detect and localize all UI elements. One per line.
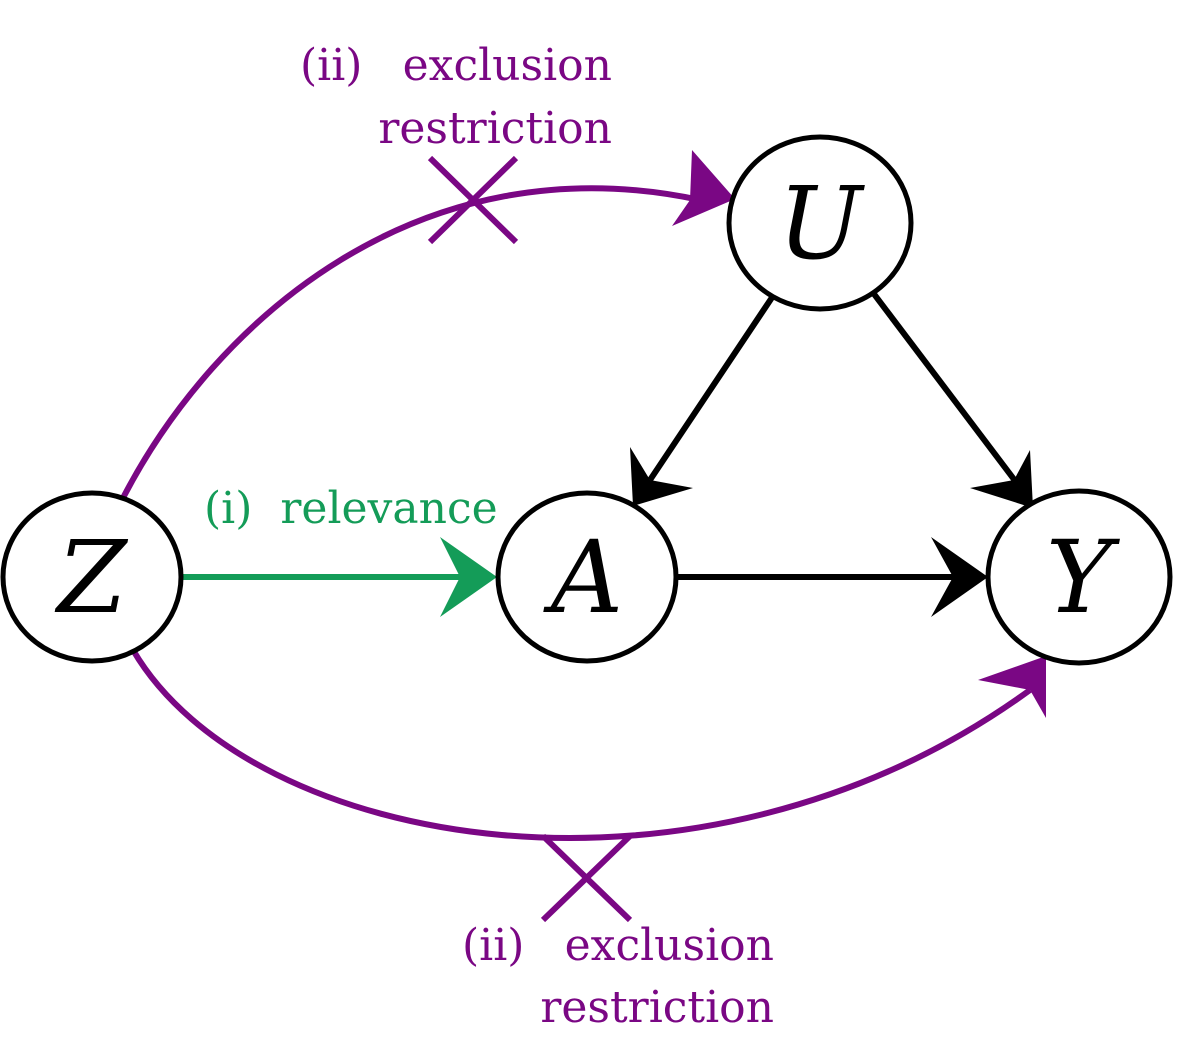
arrowhead-z-to-u <box>672 150 735 226</box>
exclusion-top-line2: restriction <box>378 103 612 154</box>
exclusion-top-num: (ii) <box>300 40 362 91</box>
arrowhead-u-to-y <box>970 450 1033 508</box>
arrowhead-z-to-y <box>978 656 1046 718</box>
node-y: Y <box>985 488 1173 666</box>
node-z: Z <box>0 490 184 664</box>
arrowhead-a-to-y <box>931 537 988 617</box>
node-y-label: Y <box>1046 519 1120 636</box>
exclusion-bottom-text: exclusion <box>565 920 774 971</box>
node-u-label: U <box>778 165 866 282</box>
exclusion-top-text: exclusion <box>403 40 612 91</box>
exclusion-bottom-line2: restriction <box>540 982 774 1033</box>
cross-mark-bottom <box>540 833 633 923</box>
cross-mark-top <box>427 155 519 245</box>
edge-u-to-y <box>871 292 1019 484</box>
node-a-label: A <box>543 519 623 636</box>
edge-u-to-a <box>647 294 776 482</box>
exclusion-bottom-num: (ii) <box>462 920 524 971</box>
relevance-annotation: (i) relevance <box>204 483 498 534</box>
node-z-label: Z <box>54 519 128 636</box>
node-u: U <box>726 134 914 312</box>
edge-z-to-y-exclusion <box>130 648 1032 841</box>
arrowhead-z-to-a <box>440 537 497 617</box>
edge-z-to-u-exclusion <box>120 185 701 500</box>
node-a: A <box>495 490 679 664</box>
arrowhead-u-to-a <box>630 447 693 506</box>
